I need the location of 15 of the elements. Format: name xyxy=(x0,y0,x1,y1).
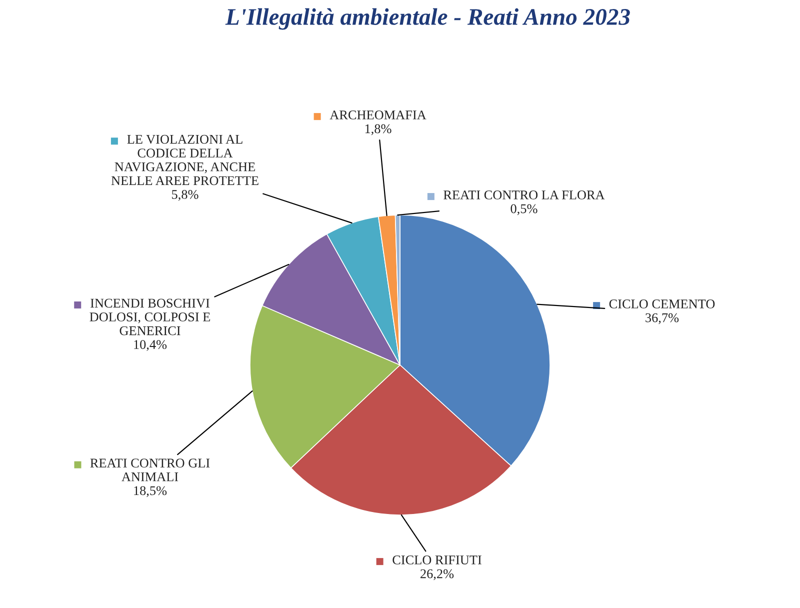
legend-label: LE VIOLAZIONI AL CODICE DELLA NAVIGAZIONE, ANCHE NELLE AREE PROTETTE xyxy=(111,134,258,186)
legend-label: CICLO RIFIUTI xyxy=(392,556,482,564)
data-label: 0,5% xyxy=(510,204,538,216)
data-label: 26,2% xyxy=(420,569,454,580)
data-label: 18,5% xyxy=(134,486,167,497)
legend-label: REATI CONTRO LA FLORA xyxy=(444,190,605,200)
legend-label: INCENDI BOSCHIVI DOLOSI, COLPOSI E GENERICI xyxy=(90,298,210,336)
data-label: 36,7% xyxy=(646,313,679,324)
data-label: 10,4% xyxy=(134,340,167,351)
legend-label: ARCHEOMAFIA xyxy=(330,110,426,120)
data-label: 5,8% xyxy=(172,190,198,201)
chart-title: L'Illegalità ambientale - Reati Anno 2023 xyxy=(225,8,630,30)
legend-label: REATI CONTRO GLI ANIMALI xyxy=(90,458,210,482)
legend-label: CICLO CEMENTO xyxy=(609,300,715,308)
data-label: 1,8% xyxy=(365,124,392,136)
